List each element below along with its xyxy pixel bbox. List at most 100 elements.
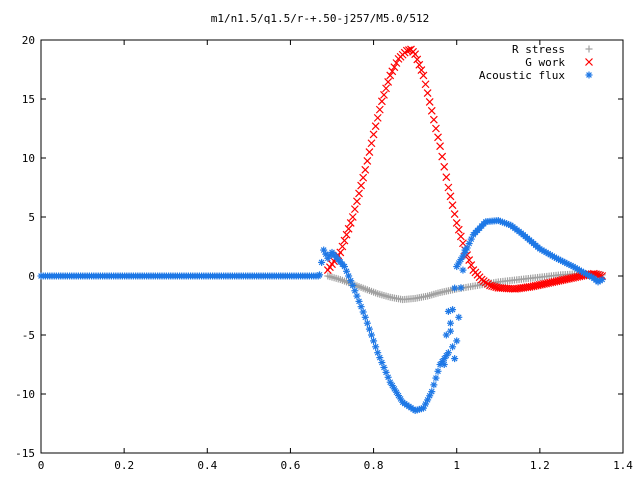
legend-label: R stress [512,43,565,56]
data-point [361,165,370,174]
data-point [338,242,347,251]
data-point [377,97,386,106]
data-point [392,59,401,67]
data-point [455,313,463,321]
acoustic-baseline [37,272,322,280]
legend-marker [585,45,593,53]
data-point [465,256,474,264]
data-point [370,337,378,345]
y-tick-label: 10 [22,152,35,165]
data-point [452,218,461,227]
data-point [348,213,357,221]
data-point [353,292,361,300]
data-point [346,218,355,227]
data-point [371,122,380,131]
data-point [428,388,436,396]
data-point [359,173,368,182]
data-point [314,272,322,280]
data-point [369,130,378,139]
data-point [365,325,373,333]
data-point [440,162,449,171]
series-1 [323,45,607,293]
data-point [446,319,454,327]
data-point [436,142,445,151]
data-point [361,313,369,321]
data-point [390,63,399,72]
data-point [434,133,442,142]
data-point [459,266,467,274]
data-point [598,276,606,284]
data-point [459,252,467,260]
data-point [384,77,393,86]
data-point [451,284,459,292]
data-point [365,148,374,157]
data-point [367,331,375,339]
data-point [363,319,371,327]
data-point [380,90,388,99]
series-0 [324,270,606,304]
data-point [404,46,413,54]
data-point [444,307,452,315]
data-point [448,201,457,210]
data-point [357,181,366,190]
y-tick-label: 0 [28,270,35,283]
data-point [355,189,363,198]
data-point [375,105,384,114]
data-point [440,361,448,368]
x-tick-label: 1.4 [613,459,633,472]
data-point [427,106,436,115]
data-point [340,236,349,245]
axes: 0 0.2 0.4 0.6 0.8 1 1.2 1.4 -15 -10 -5 0 5 10 15 20 [15,34,633,472]
data-point [449,343,457,351]
x-tick-label: 0.8 [364,459,384,472]
data-point [421,80,430,89]
data-point [434,367,442,375]
data-point [451,355,459,363]
data-point [382,84,390,93]
y-tick-label: 20 [22,34,35,47]
data-point [363,157,372,165]
data-point [432,374,440,382]
y-tick-label: -15 [15,447,35,460]
data-point [457,284,465,292]
data-point [456,232,465,241]
y-tick-label: -10 [15,388,35,401]
data-point [417,66,426,75]
data-point [388,67,397,76]
x-tick-label: 1.2 [530,459,550,472]
legend-label: G work [525,56,565,69]
data-point [454,225,463,234]
data-point [446,192,455,201]
data-point [353,197,361,206]
data-point [438,152,447,161]
data-point [430,381,438,389]
data-point [386,71,395,80]
y-tick-label: 5 [28,211,35,224]
data-point [349,281,357,289]
data-point [450,210,459,218]
x-tick-label: 0.6 [280,459,300,472]
data-point [318,258,326,266]
data-point [344,224,353,233]
data-point [432,124,440,133]
x-tick-label: 0.2 [114,459,134,472]
data-point [411,50,420,59]
data-point [461,246,469,254]
data-point [444,349,452,357]
data-point [467,261,476,270]
series-2 [316,217,606,415]
data-point [444,183,453,192]
series-3 [440,246,469,368]
series-layer [37,45,607,415]
data-point [425,98,434,106]
data-point [429,115,438,124]
chart-title: m1/n1.5/q1.5/r-+.50-j257/M5.0/512 [211,12,430,25]
legend-marker [585,58,593,66]
data-point [442,173,451,182]
data-point [357,303,365,311]
data-point [350,205,359,214]
data-point [413,55,422,64]
legend-marker [585,71,593,79]
